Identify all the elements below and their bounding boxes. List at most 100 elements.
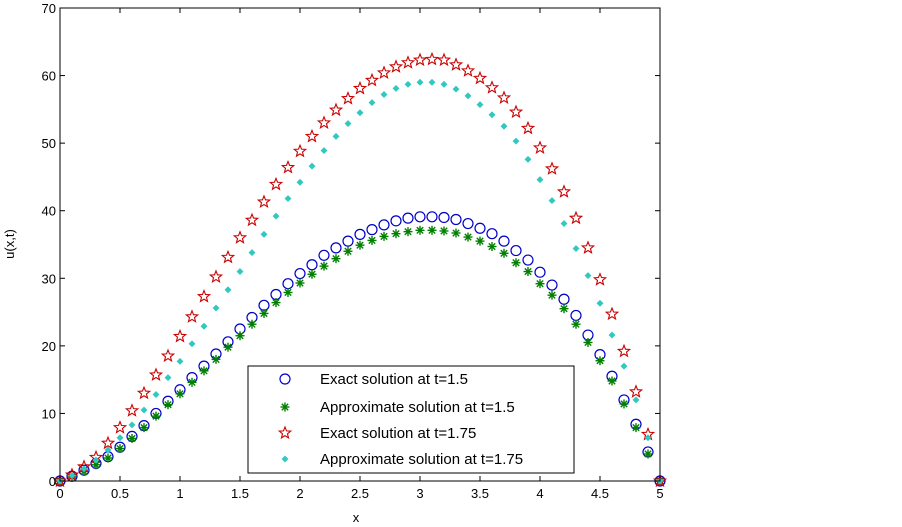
data-point (452, 85, 460, 93)
data-point (136, 385, 152, 400)
legend-label: Approximate solution at t=1.75 (320, 451, 523, 468)
data-point (510, 244, 522, 257)
data-point (428, 78, 436, 86)
data-point (462, 217, 474, 230)
legend-label: Exact solution at t=1.5 (320, 371, 468, 388)
data-point (100, 435, 116, 450)
data-point (152, 390, 160, 399)
data-point (608, 331, 616, 339)
data-point (236, 267, 244, 276)
data-point (546, 279, 558, 291)
data-point (352, 80, 368, 95)
data-point (628, 384, 644, 398)
data-point (307, 269, 317, 279)
data-point (280, 159, 296, 174)
data-point (164, 374, 172, 382)
data-point (547, 290, 557, 300)
x-axis: 0 0.5 1 1.5 2 2.5 3 3.5 4 4.5 5 (56, 8, 664, 501)
data-point (508, 104, 524, 119)
data-point (268, 176, 284, 191)
data-point (571, 319, 581, 329)
data-point (259, 308, 269, 318)
series-4 (56, 78, 664, 485)
data-point (175, 389, 185, 399)
data-point (260, 230, 268, 238)
x-tick-label: 0.5 (111, 486, 129, 501)
data-point (340, 91, 356, 105)
data-point (124, 403, 140, 417)
data-point (391, 229, 401, 239)
data-point (463, 232, 473, 242)
data-point (535, 279, 545, 289)
data-point (616, 343, 632, 358)
data-point (474, 222, 486, 234)
data-point (438, 211, 450, 224)
data-point (392, 84, 400, 92)
data-point (476, 101, 484, 109)
data-point (499, 248, 509, 258)
data-point (511, 258, 521, 268)
y-tick-label: 10 (42, 406, 56, 421)
data-point (439, 226, 449, 236)
data-point (534, 266, 546, 278)
x-tick-label: 3 (416, 486, 423, 501)
data-point (127, 433, 137, 443)
data-point (196, 289, 212, 303)
data-point (544, 161, 560, 175)
data-point (188, 340, 196, 348)
legend-marker (281, 455, 289, 463)
data-point (220, 249, 236, 264)
data-point (151, 411, 161, 421)
data-point (367, 235, 377, 245)
data-point (619, 399, 629, 409)
data-point (486, 228, 498, 240)
data-point (160, 348, 176, 363)
data-point (390, 215, 402, 227)
data-point (460, 63, 476, 77)
data-point (572, 245, 580, 253)
data-point (556, 184, 572, 198)
data-point (284, 194, 292, 203)
data-point (223, 342, 233, 352)
data-point (103, 453, 113, 463)
x-tick-label: 1.5 (231, 486, 249, 501)
data-point (472, 70, 488, 85)
series-2 (55, 225, 665, 486)
y-tick-label: 70 (42, 1, 56, 16)
data-point (400, 55, 416, 69)
data-point (451, 228, 461, 238)
legend-marker (277, 425, 293, 440)
data-point (580, 240, 596, 254)
data-point (403, 227, 413, 237)
y-tick-label: 60 (42, 69, 56, 84)
data-point (172, 328, 188, 343)
data-point (404, 80, 412, 88)
data-point (464, 92, 472, 100)
data-point (163, 400, 173, 410)
data-point (522, 254, 534, 266)
data-point (484, 80, 500, 94)
data-point (548, 197, 556, 205)
data-point (148, 367, 164, 381)
data-point (92, 456, 100, 464)
data-point (595, 356, 605, 366)
x-tick-label: 0 (56, 486, 63, 501)
data-point (427, 225, 437, 235)
data-point (247, 319, 257, 329)
data-point (272, 212, 280, 220)
data-point (104, 446, 112, 454)
data-point (368, 99, 376, 107)
data-point (402, 212, 414, 224)
data-point (292, 143, 308, 158)
data-point (343, 246, 353, 256)
data-point (560, 219, 568, 228)
data-point (235, 331, 245, 341)
data-point (308, 162, 316, 170)
x-axis-label: x (353, 510, 360, 525)
data-point (112, 420, 128, 434)
data-point (208, 269, 224, 284)
y-axis: 0 10 20 30 40 50 60 70 (42, 1, 660, 489)
data-point (487, 242, 497, 252)
data-point (184, 309, 200, 323)
